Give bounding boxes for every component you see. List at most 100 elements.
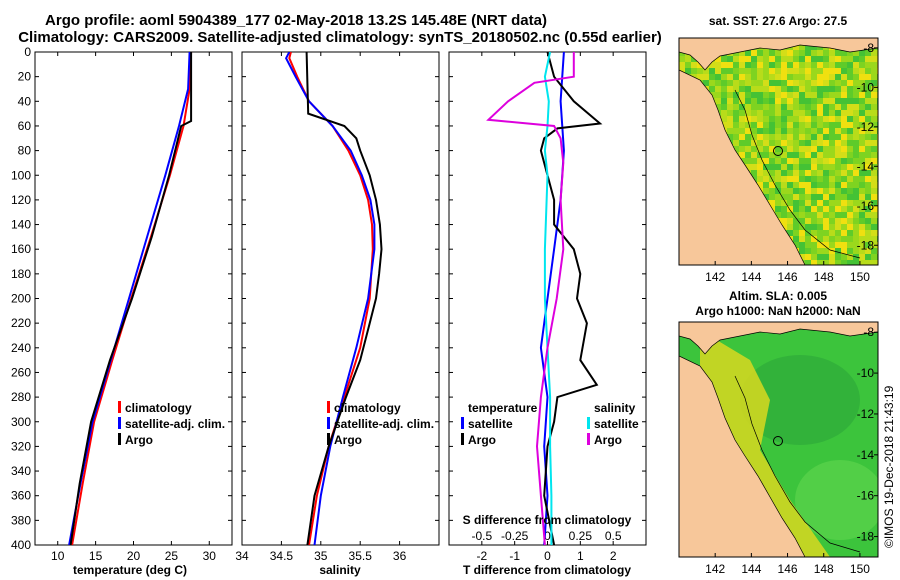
legend-swatch-satellite: [327, 417, 330, 429]
sst-cell: [859, 224, 865, 230]
map-y-tick-label: -10: [857, 366, 875, 380]
sst-cell: [763, 194, 769, 200]
sst-cell: [787, 158, 793, 164]
sst-cell: [757, 128, 763, 134]
sst-cell: [871, 98, 877, 104]
series-s-argo: [486, 52, 575, 545]
sst-cell: [829, 224, 835, 230]
sst-cell: [841, 116, 847, 122]
sst-cell: [757, 140, 763, 146]
sst-cell: [841, 146, 847, 152]
sst-cell: [829, 236, 835, 242]
sst-cell: [805, 248, 811, 254]
sst-cell: [847, 230, 853, 236]
sst-cell: [775, 212, 781, 218]
sst-cell: [853, 134, 859, 140]
sst-cell: [805, 170, 811, 176]
sst-cell: [799, 62, 805, 68]
isobath-line: [734, 375, 861, 553]
sst-cell: [859, 206, 865, 212]
sst-cell: [841, 170, 847, 176]
y-tick-label: 180: [11, 267, 31, 281]
sst-cell: [859, 50, 865, 56]
sst-cell: [745, 116, 751, 122]
map2-subtitle: Argo h1000: NaN h2000: NaN: [695, 304, 860, 318]
sst-cell: [817, 224, 823, 230]
sst-cell: [853, 194, 859, 200]
sst-cell: [835, 212, 841, 218]
sst-cell: [817, 74, 823, 80]
x-top-tick-label: -0.25: [501, 529, 529, 543]
sst-cell: [679, 68, 685, 74]
sst-cell: [811, 194, 817, 200]
sst-cell: [685, 56, 691, 62]
sst-cell: [757, 92, 763, 98]
sst-cell: [793, 176, 799, 182]
sst-cell: [799, 164, 805, 170]
sst-cell: [757, 86, 763, 92]
sst-cell: [847, 56, 853, 62]
sst-cell: [721, 92, 727, 98]
sst-cell: [835, 74, 841, 80]
sst-cell: [847, 260, 853, 265]
sst-cell: [841, 104, 847, 110]
sst-cell: [775, 128, 781, 134]
sst-cell: [841, 164, 847, 170]
sst-cell: [865, 92, 871, 98]
sst-cell: [763, 122, 769, 128]
sst-cell: [811, 44, 817, 50]
x-tick-label: -2: [476, 549, 487, 563]
sst-cell: [829, 260, 835, 265]
sst-cell: [799, 188, 805, 194]
salinity-plot-frame: [241, 51, 440, 546]
sst-cell: [787, 50, 793, 56]
sst-cell: [775, 116, 781, 122]
sst-cell: [751, 116, 757, 122]
map-y-tick-label: -12: [857, 120, 875, 134]
sst-cell: [859, 194, 865, 200]
sst-cell: [865, 110, 871, 116]
sst-cell: [733, 56, 739, 62]
sst-cell: [829, 92, 835, 98]
sst-cell: [793, 56, 799, 62]
sst-cell: [823, 62, 829, 68]
sst-cell: [751, 104, 757, 110]
map-x-tick-label: 142: [705, 270, 725, 284]
sst-cell: [769, 92, 775, 98]
sst-cell: [835, 86, 841, 92]
sst-cell: [793, 164, 799, 170]
sst-cell: [823, 134, 829, 140]
sst-cell: [793, 122, 799, 128]
sst-cell: [871, 260, 877, 265]
sst-cell: [865, 260, 871, 265]
sst-cell: [793, 50, 799, 56]
sst-cell: [841, 98, 847, 104]
sst-cell: [787, 218, 793, 224]
sst-cell: [763, 80, 769, 86]
sst-cell: [859, 74, 865, 80]
sst-cell: [763, 116, 769, 122]
sst-cell: [739, 80, 745, 86]
sst-cell: [739, 140, 745, 146]
sst-cell: [835, 62, 841, 68]
sst-cell: [847, 50, 853, 56]
sst-cell: [841, 230, 847, 236]
legend-swatch-climatology: [118, 401, 121, 413]
sst-cell: [799, 182, 805, 188]
sst-cell: [865, 146, 871, 152]
sst-cell: [859, 122, 865, 128]
sst-cell: [781, 224, 787, 230]
sst-cell: [859, 260, 865, 265]
sst-cell: [865, 50, 871, 56]
sst-cell: [697, 74, 703, 80]
sst-cell: [805, 158, 811, 164]
sst-cell: [751, 56, 757, 62]
sst-cell: [841, 62, 847, 68]
sst-cell: [763, 170, 769, 176]
sst-cell: [835, 248, 841, 254]
sst-cell: [829, 134, 835, 140]
sst-cell: [811, 98, 817, 104]
map-y-tick-label: -18: [857, 238, 875, 252]
sst-cell: [829, 98, 835, 104]
temperature-legend: climatology satellite-adj. clim. Argo: [118, 401, 225, 447]
